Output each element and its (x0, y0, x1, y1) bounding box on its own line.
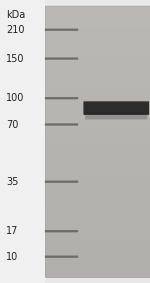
FancyBboxPatch shape (45, 57, 78, 60)
Text: 35: 35 (6, 177, 18, 187)
Bar (45, 6, 150, 277)
Text: 150: 150 (6, 53, 24, 64)
Text: 210: 210 (6, 25, 24, 35)
Bar (0, 0, 45, 283)
Text: 17: 17 (6, 226, 18, 236)
FancyBboxPatch shape (45, 123, 78, 126)
FancyBboxPatch shape (83, 101, 149, 115)
FancyBboxPatch shape (45, 181, 78, 183)
FancyBboxPatch shape (45, 256, 78, 258)
Text: 70: 70 (6, 119, 18, 130)
FancyBboxPatch shape (45, 29, 78, 31)
FancyBboxPatch shape (45, 97, 78, 99)
Text: 100: 100 (6, 93, 24, 103)
Text: 10: 10 (6, 252, 18, 262)
FancyBboxPatch shape (85, 113, 147, 119)
Text: kDa: kDa (6, 10, 25, 20)
FancyBboxPatch shape (45, 230, 78, 232)
